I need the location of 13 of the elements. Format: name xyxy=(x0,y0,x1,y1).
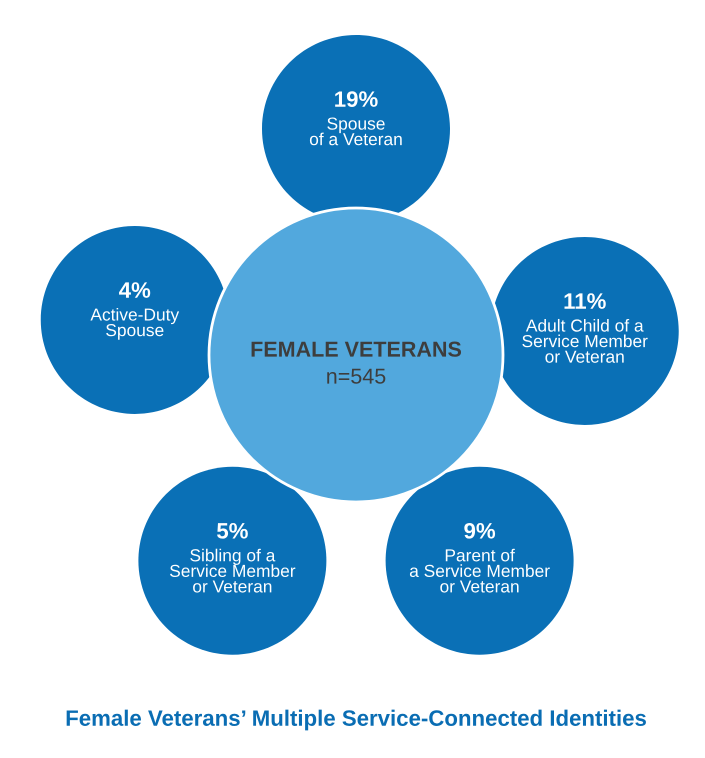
category-label: Adult Child of a Service Member or Veteran xyxy=(522,318,648,363)
data-label: 9% xyxy=(464,522,496,539)
data-label: 19% xyxy=(335,91,378,107)
text: Female Veterans’ Multiple Service-Connected Identities xyxy=(66,710,646,730)
category-label: Active-Duty Spouse xyxy=(90,308,180,340)
category-label: Spouse of a Veteran xyxy=(310,117,402,146)
data-label: 4% xyxy=(119,282,150,298)
text: FEMALE VETERANS xyxy=(252,342,462,357)
category-label: Sibling of a Service Member or Veteran xyxy=(170,548,296,593)
data-label: 11% xyxy=(564,293,606,309)
text: n=545 xyxy=(327,368,386,384)
data-label: 5% xyxy=(217,523,248,539)
category-label: Parent of a Service Member or Veteran xyxy=(410,548,550,593)
